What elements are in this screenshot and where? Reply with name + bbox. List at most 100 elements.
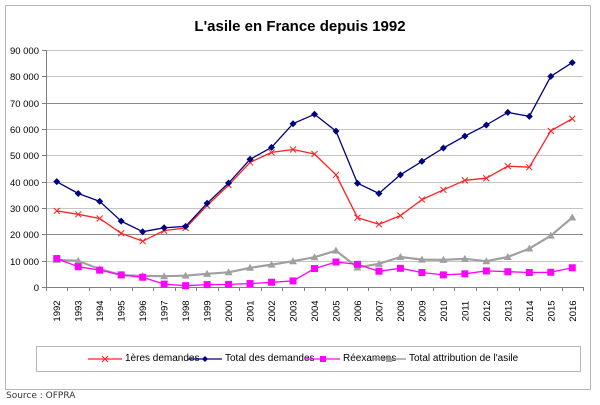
data-point — [160, 224, 168, 232]
data-point — [160, 280, 168, 288]
data-point — [504, 162, 512, 170]
data-point — [310, 253, 319, 261]
legend-label: 1ères demandes — [125, 353, 200, 364]
data-point — [74, 256, 83, 264]
data-point — [246, 263, 255, 271]
data-point — [353, 260, 361, 268]
x-tick-label: 2013 — [503, 300, 514, 321]
data-point — [353, 179, 361, 187]
legend-marker-x — [88, 355, 122, 362]
data-point — [74, 210, 82, 218]
legend-marker-diamond — [188, 355, 222, 362]
data-point — [568, 115, 576, 123]
y-tick-label: 70 000 — [10, 99, 39, 110]
data-point — [311, 110, 318, 118]
data-point — [96, 197, 104, 205]
legend-marker-triangle — [372, 355, 406, 362]
x-tick-label: 2005 — [331, 300, 342, 321]
x-tick-label: 2012 — [482, 300, 493, 321]
y-tick-label: 80 000 — [10, 72, 39, 83]
data-point — [546, 231, 555, 239]
data-point — [182, 222, 190, 230]
data-point — [268, 149, 275, 156]
data-point — [289, 120, 297, 128]
data-point — [96, 266, 104, 274]
data-point — [396, 252, 405, 260]
x-tick-label: 2008 — [396, 300, 407, 321]
data-point — [74, 263, 82, 271]
data-point — [224, 268, 233, 276]
data-point — [461, 176, 469, 184]
x-tick-label: 1999 — [203, 300, 214, 321]
data-point — [331, 246, 340, 254]
data-point — [203, 199, 211, 207]
data-point — [504, 268, 512, 276]
data-point — [225, 179, 233, 187]
series-line-total-des-demandes — [56, 62, 573, 233]
y-tick-label: 60 000 — [10, 125, 39, 136]
x-tick-label: 2015 — [546, 300, 557, 321]
data-point — [439, 144, 447, 152]
data-point — [53, 255, 61, 263]
data-point — [482, 257, 491, 265]
data-point — [439, 271, 447, 279]
x-tick-label: 2016 — [568, 300, 579, 321]
data-point — [504, 108, 512, 116]
data-point — [525, 244, 534, 252]
data-point — [203, 269, 212, 277]
data-point — [181, 271, 190, 279]
data-point — [53, 207, 61, 215]
x-tick-label: 2014 — [525, 300, 536, 321]
legend-item-reexamens: Réexamens — [306, 353, 396, 364]
data-point — [525, 269, 533, 277]
x-tick-label: 2000 — [224, 300, 235, 321]
y-tick-label: 90 000 — [10, 46, 39, 57]
data-point — [374, 259, 383, 267]
data-point — [439, 255, 448, 263]
data-point — [332, 127, 340, 135]
legend-item-total-des-demandes: Total des demandes — [188, 353, 315, 364]
legend-label: Réexamens — [343, 353, 397, 364]
y-tick-label: 50 000 — [10, 151, 39, 162]
data-point — [267, 260, 276, 268]
x-tick-label: 2004 — [310, 300, 321, 321]
data-point — [289, 277, 297, 285]
x-tick-label: 2011 — [460, 301, 471, 321]
legend-item-total-attribution: Total attribution de l'asile — [372, 353, 518, 364]
x-tick-label: 2007 — [374, 300, 385, 321]
y-tick-label: 20 000 — [10, 230, 39, 241]
y-tick-label: 0 — [34, 283, 39, 294]
data-point — [396, 264, 404, 272]
x-tick-label: 2001 — [246, 300, 257, 321]
data-point — [139, 237, 147, 245]
data-point — [440, 186, 447, 194]
source-note: Source : OFPRA — [6, 391, 76, 401]
data-point — [568, 264, 576, 272]
data-point — [460, 254, 469, 262]
data-point — [289, 146, 297, 153]
chart-title: L'asile en France depuis 1992 — [194, 18, 406, 35]
data-point — [568, 213, 577, 221]
data-point — [117, 217, 125, 225]
data-point — [117, 271, 125, 279]
data-point — [547, 72, 555, 80]
legend-marker-square — [306, 355, 340, 362]
data-point — [354, 214, 361, 222]
chart-frame — [5, 5, 591, 390]
data-point — [417, 255, 426, 263]
data-point — [418, 269, 426, 277]
data-point — [482, 121, 490, 129]
x-tick-label: 1994 — [95, 300, 106, 321]
x-tick-label: 2002 — [267, 300, 278, 321]
data-point — [547, 127, 555, 135]
data-point — [547, 268, 555, 276]
data-point — [53, 178, 61, 186]
data-point — [74, 190, 82, 198]
series-line-r-examens — [56, 257, 573, 287]
data-point — [139, 273, 147, 281]
data-point — [311, 265, 318, 273]
x-tick-label: 1997 — [160, 300, 171, 321]
data-point — [397, 212, 404, 219]
data-point — [461, 132, 469, 140]
